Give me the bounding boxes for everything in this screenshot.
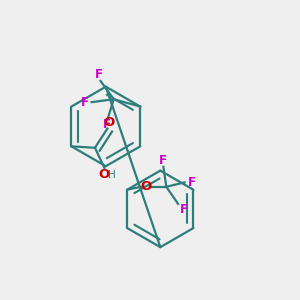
Text: F: F <box>179 203 188 216</box>
Text: F: F <box>81 96 89 109</box>
Text: O: O <box>103 116 114 129</box>
Text: O: O <box>140 180 152 193</box>
Text: H: H <box>108 170 116 180</box>
Text: F: F <box>102 118 110 131</box>
Text: F: F <box>159 154 167 167</box>
Text: F: F <box>95 68 103 81</box>
Text: O: O <box>98 168 110 181</box>
Text: F: F <box>188 176 196 189</box>
